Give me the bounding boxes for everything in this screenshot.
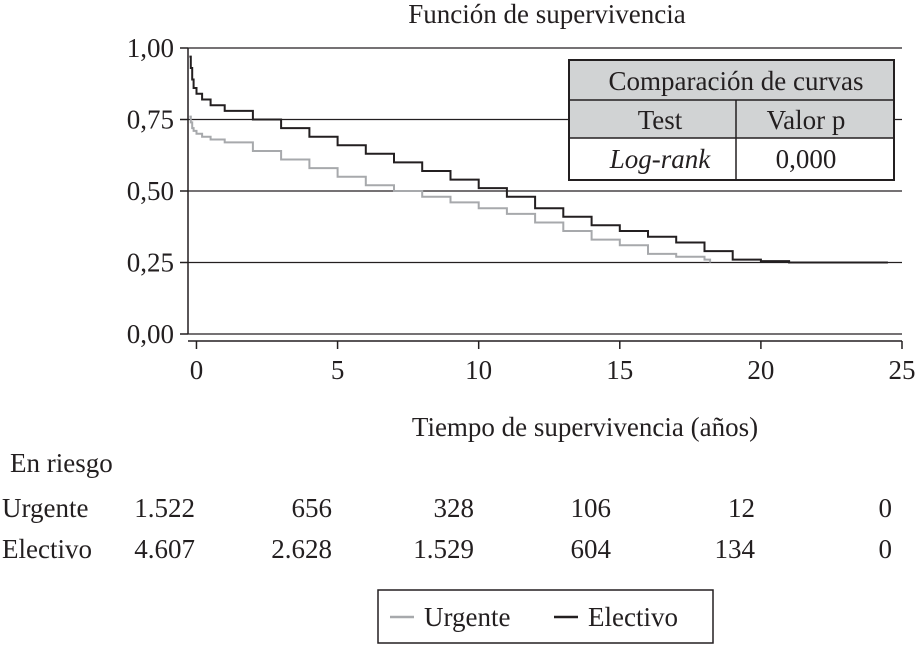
x-tick-label: 10 — [465, 355, 492, 385]
at-risk-value: 106 — [571, 493, 612, 523]
y-tick-label: 0,00 — [127, 319, 174, 349]
at-risk-value: 4.607 — [134, 534, 195, 564]
comparison-table-test-name: Log-rank — [609, 144, 712, 174]
at-risk-value: 604 — [571, 534, 612, 564]
legend: Urgente Electivo — [377, 589, 714, 644]
comparison-table-title: Comparación de curvas — [609, 66, 864, 96]
legend-label-urgente: Urgente — [424, 602, 510, 632]
y-tick-label: 0,25 — [127, 248, 174, 278]
comparison-table-body-bg — [569, 138, 894, 180]
series-line-urgente — [189, 115, 712, 263]
at-risk-value: 1.529 — [413, 534, 474, 564]
x-tick-label: 5 — [331, 355, 345, 385]
comparison-table-border — [568, 59, 895, 181]
y-axis: 0,00 0,25 0,50 0,75 1,00 — [127, 33, 189, 349]
y-tick-label: 0,50 — [127, 176, 174, 206]
at-risk-value: 134 — [715, 534, 756, 564]
x-tick-label: 20 — [747, 355, 774, 385]
comparison-table-header-pvalue: Valor p — [767, 105, 846, 135]
series-line-electivo — [189, 55, 888, 264]
at-risk-value: 328 — [434, 493, 475, 523]
at-risk-row-label: Electivo — [2, 534, 92, 564]
at-risk-value: 0 — [879, 493, 893, 523]
comparison-table-header-bg — [569, 60, 894, 100]
at-risk-value: 1.522 — [134, 493, 195, 523]
at-risk-table: Urgente 1.522 656 328 106 12 0 Electivo 4.607 2.6… — [2, 493, 892, 564]
x-tick-label: 25 — [889, 355, 916, 385]
comparison-table: Comparación de curvas Test Valor p Log-r… — [568, 59, 895, 181]
y-tick-label: 1,00 — [127, 33, 174, 63]
series-lines — [189, 55, 888, 264]
at-risk-value: 0 — [879, 534, 893, 564]
y-tick-label: 0,75 — [127, 105, 174, 135]
x-axis-label: Tiempo de supervivencia (años) — [412, 412, 758, 442]
at-risk-value: 656 — [292, 493, 333, 523]
at-risk-title: En riesgo — [10, 448, 113, 478]
at-risk-row-label: Urgente — [2, 493, 88, 523]
x-axis: 0 5 10 15 20 25 — [188, 340, 916, 385]
x-tick-label: 0 — [190, 355, 204, 385]
at-risk-value: 12 — [728, 493, 755, 523]
comparison-table-header-test: Test — [638, 105, 683, 135]
legend-label-electivo: Electivo — [588, 602, 678, 632]
x-tick-label: 15 — [606, 355, 633, 385]
comparison-table-subheader-bg — [569, 100, 894, 138]
chart-title: Función de supervivencia — [408, 0, 685, 29]
at-risk-value: 2.628 — [271, 534, 332, 564]
legend-box — [377, 589, 714, 644]
comparison-table-pvalue: 0,000 — [776, 144, 837, 174]
